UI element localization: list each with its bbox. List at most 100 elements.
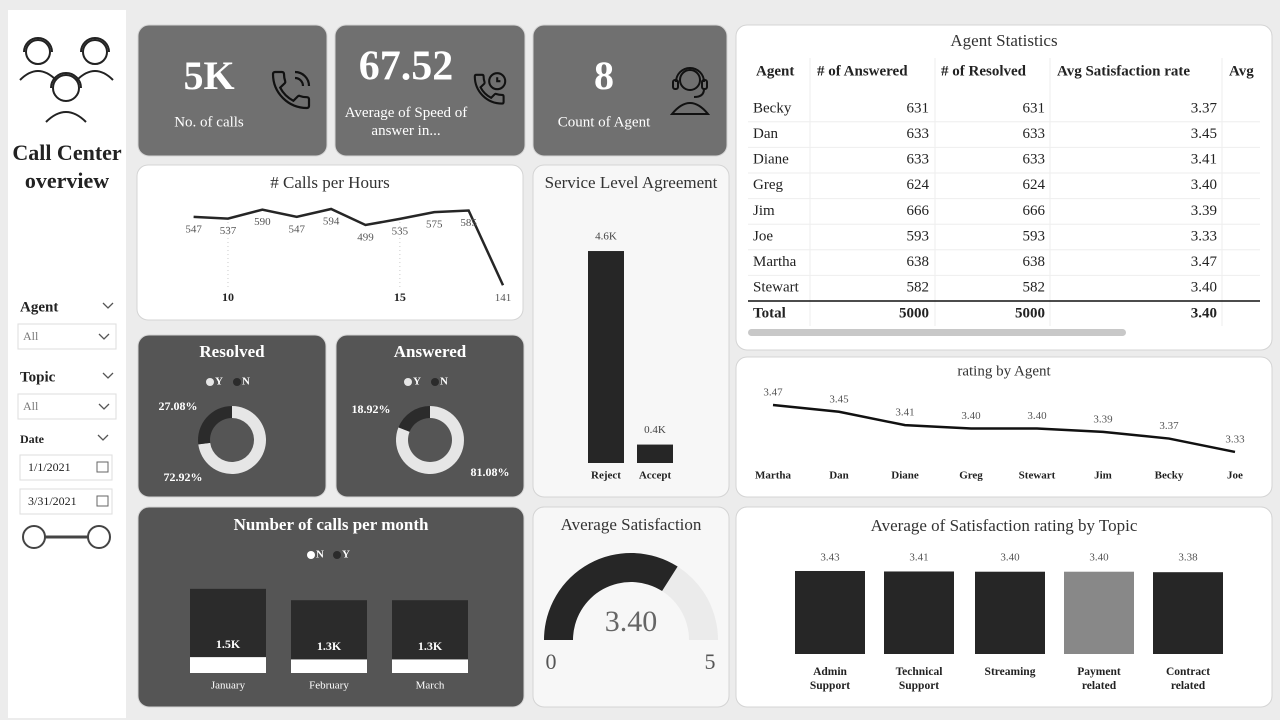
chevron[interactable]: [98, 333, 110, 340]
table-cell: 3.33: [1191, 228, 1217, 244]
bar-segment: [392, 600, 468, 660]
bar: [637, 444, 673, 463]
slider-handle[interactable]: [87, 525, 111, 549]
x-tick-label: Reject: [591, 470, 621, 482]
table-cell: Diane: [753, 152, 789, 168]
data-label: 537: [220, 225, 237, 237]
x-tick-label: Becky: [1155, 470, 1184, 482]
table-cell: 593: [907, 228, 930, 244]
data-label: 27.08%: [159, 399, 198, 413]
legend-label: N: [316, 549, 324, 561]
data-label: 535: [392, 225, 409, 237]
chevron[interactable]: [97, 434, 109, 441]
x-tick-label: Technical Support: [895, 666, 943, 692]
table-header: Avg Satisfaction rate: [1057, 63, 1190, 79]
gauge-min: 0: [546, 649, 557, 674]
table-cell: 633: [907, 152, 930, 168]
table-header: Avg: [1229, 63, 1254, 79]
kpi-value: 67.52: [359, 44, 454, 90]
x-tick-label: March: [416, 680, 445, 692]
chart-title: Average Satisfaction: [561, 515, 702, 534]
table-cell: 582: [1023, 280, 1046, 296]
chart-title: Service Level Agreement: [544, 173, 718, 192]
table-cell: Jim: [753, 203, 775, 219]
data-label: 3.41: [895, 407, 914, 419]
filter-value: All: [23, 329, 39, 343]
table-cell: 624: [907, 177, 930, 193]
chart-title: Resolved: [199, 342, 265, 361]
table-title: Agent Statistics: [950, 31, 1057, 50]
bar: [975, 571, 1045, 654]
sidebar-title: Call Center overview: [12, 140, 122, 193]
bar-segment: [291, 600, 367, 660]
table-cell: Dan: [753, 126, 778, 142]
sidebar: [8, 10, 126, 718]
data-label: 499: [357, 232, 374, 244]
legend-label: N: [440, 376, 448, 388]
calendar-icon: [96, 495, 109, 507]
filter-label: Topic: [20, 369, 56, 385]
table-total: 5000: [899, 305, 929, 321]
table-cell: 593: [1023, 228, 1046, 244]
table-cell: Greg: [753, 177, 783, 193]
bar-segment: [190, 588, 266, 658]
table-cell: 3.47: [1191, 254, 1218, 270]
bar: [795, 570, 865, 654]
bar: [884, 571, 954, 654]
table-header: Agent: [756, 63, 794, 79]
bar: [1153, 572, 1223, 654]
table-cell: Becky: [753, 100, 792, 116]
data-label: 3.41: [909, 552, 928, 564]
filter-dropdown[interactable]: [17, 393, 117, 420]
data-label: 3.45: [829, 393, 849, 405]
chart-title: rating by Agent: [957, 363, 1051, 379]
legend-marker: [333, 551, 341, 559]
card: [532, 24, 728, 157]
table-cell: 3.40: [1191, 177, 1217, 193]
table-cell: Joe: [753, 228, 773, 244]
legend-label: Y: [215, 376, 223, 388]
donut-segment: [398, 406, 430, 432]
bar-segment: [392, 659, 468, 673]
data-label: 594: [323, 216, 340, 228]
table-cell: 624: [1023, 177, 1046, 193]
data-label: 18.92%: [352, 402, 391, 416]
x-tick-label: Martha: [755, 470, 792, 482]
table-total: 3.40: [1191, 305, 1217, 321]
table-cell: Stewart: [753, 280, 800, 296]
card: [735, 24, 1273, 351]
card: [532, 506, 730, 708]
data-label: 72.92%: [164, 470, 203, 484]
kpi-label: Count of Agent: [558, 114, 651, 130]
data-label: 585: [460, 217, 477, 229]
chevron[interactable]: [102, 302, 114, 309]
chevron[interactable]: [102, 372, 114, 379]
calendar-icon: [96, 461, 109, 473]
legend-marker: [431, 378, 439, 386]
data-label: 547: [288, 223, 305, 235]
legend-marker: [404, 378, 412, 386]
data-label: 1.3K: [418, 639, 443, 653]
table-cell: 638: [907, 254, 930, 270]
table-cell: 633: [1023, 126, 1046, 142]
x-tick-label: Contract related: [1165, 666, 1211, 692]
data-label: 3.43: [820, 552, 840, 564]
kpi-value: 5K: [183, 53, 234, 98]
gauge-max: 5: [705, 649, 716, 674]
data-label: 3.40: [961, 410, 981, 422]
data-label: 141: [495, 292, 512, 304]
slider-handle[interactable]: [22, 525, 46, 549]
x-tick-label: Jim: [1094, 470, 1112, 482]
filter-dropdown[interactable]: [17, 323, 117, 350]
table-header: # of Resolved: [941, 63, 1027, 79]
gauge-label: 3.40: [605, 605, 658, 638]
scrollbar[interactable]: [748, 329, 1126, 336]
chevron[interactable]: [98, 403, 110, 410]
card: [136, 164, 524, 321]
table-cell: 631: [1023, 100, 1046, 116]
x-tick-label: Streaming: [984, 666, 1036, 678]
table-cell: 3.39: [1191, 203, 1217, 219]
table-header: # of Answered: [817, 63, 908, 79]
table-cell: 631: [907, 100, 930, 116]
